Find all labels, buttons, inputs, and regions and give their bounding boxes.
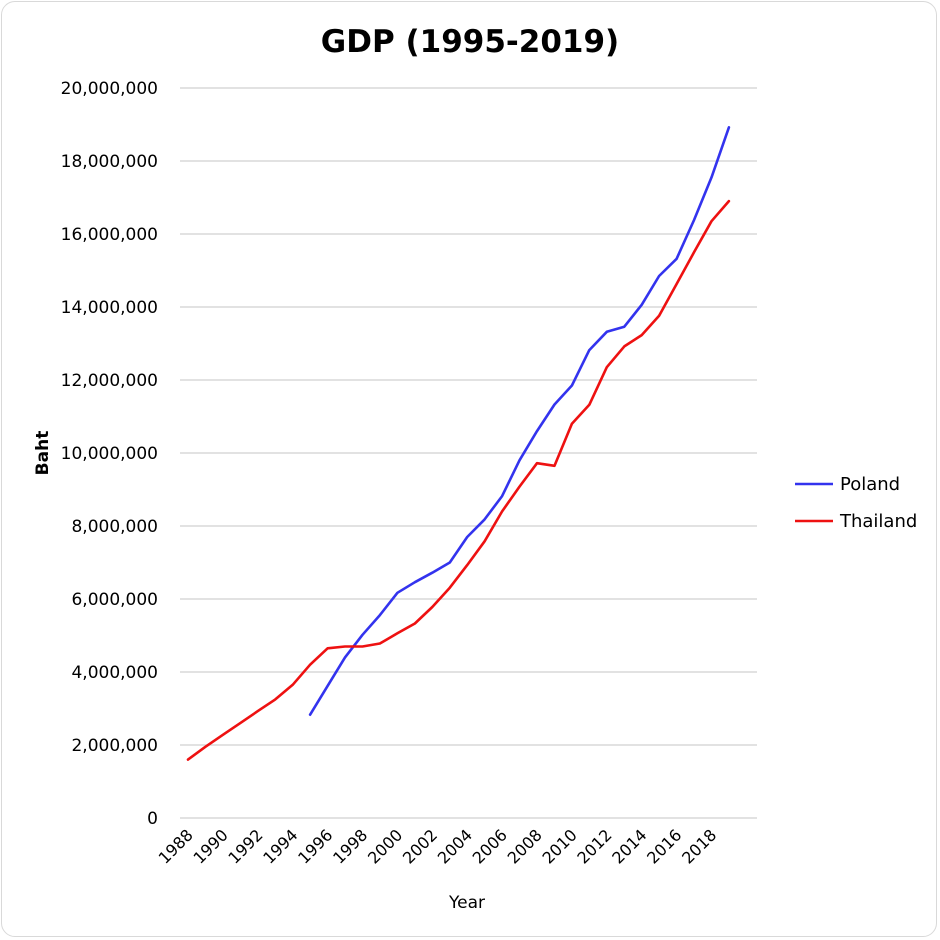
legend-label-thailand: Thailand (839, 511, 917, 532)
x-tick-label: 2012 (573, 825, 615, 867)
y-tick-label: 14,000,000 (61, 298, 158, 318)
y-axis-ticks: 0 2,000,000 4,000,000 6,000,000 8,000,000 10,… (61, 79, 158, 829)
x-axis-label: Year (448, 893, 485, 913)
x-tick-label: 1998 (329, 825, 371, 867)
y-tick-label: 12,000,000 (61, 371, 158, 391)
series-line-thailand (186, 199, 731, 761)
x-tick-label: 2010 (539, 825, 581, 867)
y-tick-label: 4,000,000 (71, 663, 158, 683)
x-axis-ticks: 1988199019921994199619982000200220042006… (155, 825, 721, 867)
x-tick-label: 2018 (678, 825, 720, 867)
x-tick-label: 2014 (608, 825, 650, 867)
x-tick-label: 2000 (364, 825, 406, 867)
x-tick-label: 2008 (504, 825, 546, 867)
x-tick-label: 1994 (259, 825, 301, 867)
x-tick-label: 2016 (643, 825, 685, 867)
y-tick-label: 18,000,000 (61, 152, 158, 172)
series-line-poland (308, 126, 731, 716)
series-lines (186, 126, 731, 761)
y-tick-label: 20,000,000 (61, 79, 158, 99)
y-tick-label: 16,000,000 (61, 225, 158, 245)
y-tick-label: 10,000,000 (61, 444, 158, 464)
x-tick-label: 2004 (434, 825, 476, 867)
y-tick-label: 0 (147, 809, 158, 829)
y-tick-label: 8,000,000 (71, 517, 158, 537)
x-tick-label: 1996 (294, 825, 336, 867)
y-tick-label: 2,000,000 (71, 736, 158, 756)
x-tick-label: 2002 (399, 825, 441, 867)
legend-label-poland: Poland (840, 474, 900, 495)
y-axis-label: Baht (33, 431, 53, 476)
x-tick-label: 1990 (190, 825, 232, 867)
y-tick-label: 6,000,000 (71, 590, 158, 610)
gridlines (180, 87, 757, 819)
chart-title: GDP (1995-2019) (321, 24, 619, 60)
x-tick-label: 1988 (155, 825, 197, 867)
x-tick-label: 2006 (469, 825, 511, 867)
legend: Poland Thailand (795, 474, 917, 532)
x-tick-label: 1992 (224, 825, 266, 867)
